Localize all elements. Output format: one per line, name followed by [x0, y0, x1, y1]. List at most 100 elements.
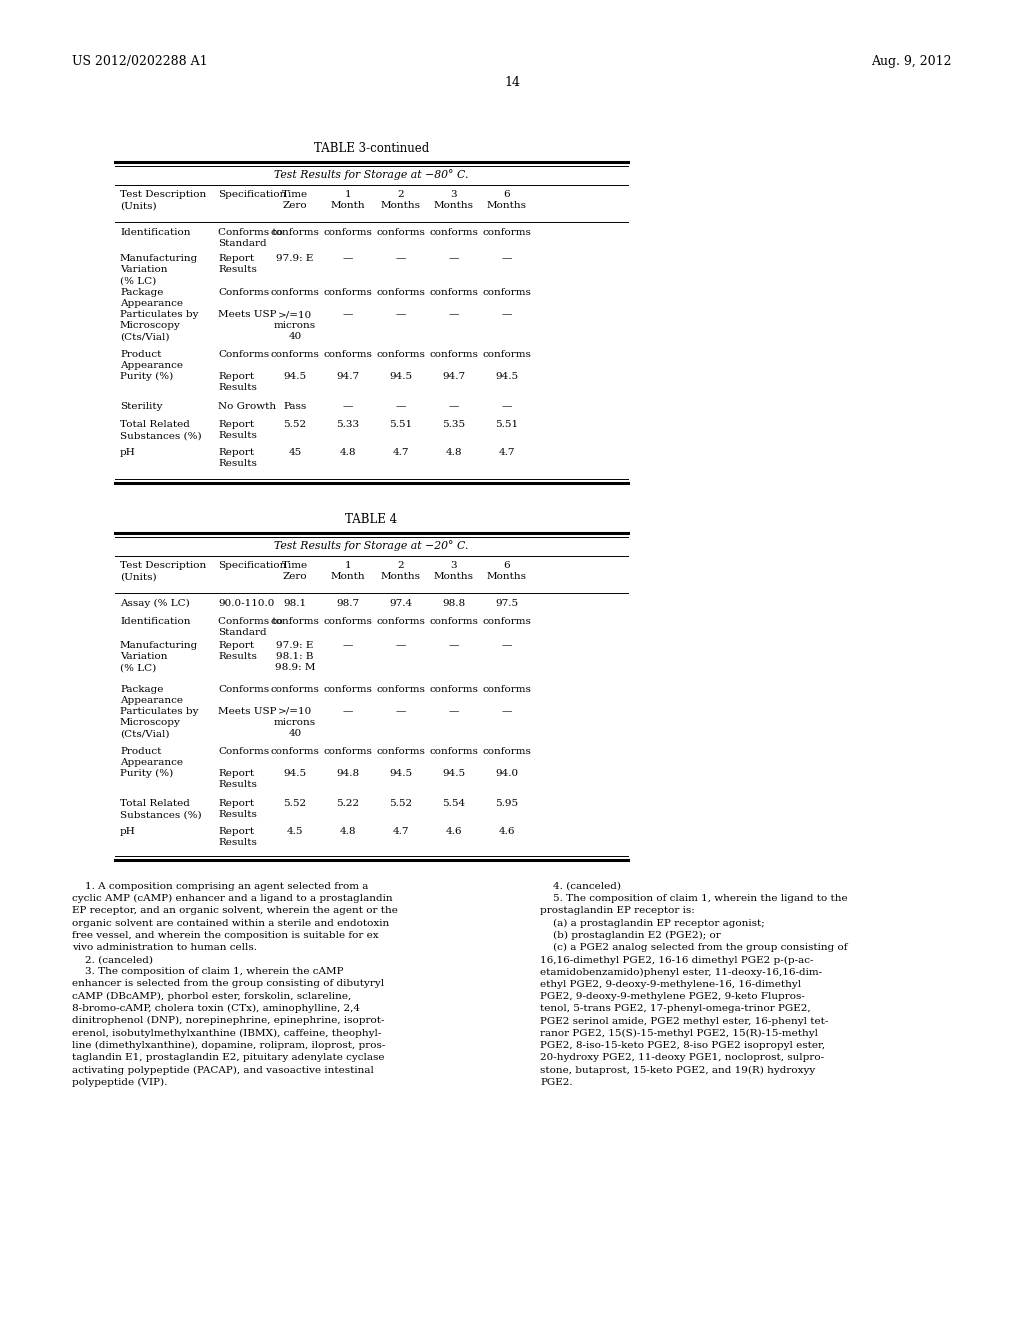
Text: conforms: conforms: [429, 747, 478, 756]
Text: 94.5: 94.5: [389, 372, 413, 381]
Text: conforms: conforms: [377, 350, 425, 359]
Text: Conforms: Conforms: [218, 350, 269, 359]
Text: conforms: conforms: [270, 350, 319, 359]
Text: —: —: [396, 253, 407, 263]
Text: conforms: conforms: [324, 747, 373, 756]
Text: conforms: conforms: [324, 228, 373, 238]
Text: Report
Results: Report Results: [218, 642, 257, 661]
Text: Report
Results: Report Results: [218, 420, 257, 440]
Text: conforms: conforms: [324, 685, 373, 694]
Text: 5.52: 5.52: [284, 420, 306, 429]
Text: conforms: conforms: [270, 288, 319, 297]
Text: 98.1: 98.1: [284, 599, 306, 609]
Text: Test Results for Storage at −20° C.: Test Results for Storage at −20° C.: [274, 540, 469, 550]
Text: conforms: conforms: [482, 228, 531, 238]
Text: conforms: conforms: [482, 350, 531, 359]
Text: Conforms to
Standard: Conforms to Standard: [218, 616, 283, 638]
Text: Manufacturing
Variation
(% LC): Manufacturing Variation (% LC): [120, 253, 199, 285]
Text: 4.5: 4.5: [287, 828, 303, 836]
Text: conforms: conforms: [482, 747, 531, 756]
Text: 94.0: 94.0: [496, 770, 518, 777]
Text: Package
Appearance: Package Appearance: [120, 685, 183, 705]
Text: conforms: conforms: [429, 288, 478, 297]
Text: conforms: conforms: [377, 228, 425, 238]
Text: Meets USP: Meets USP: [218, 310, 276, 319]
Text: 94.5: 94.5: [442, 770, 466, 777]
Text: Manufacturing
Variation
(% LC): Manufacturing Variation (% LC): [120, 642, 199, 672]
Text: 4.7: 4.7: [499, 447, 515, 457]
Text: Package
Appearance: Package Appearance: [120, 288, 183, 308]
Text: 5.52: 5.52: [284, 799, 306, 808]
Text: Test Results for Storage at −80° C.: Test Results for Storage at −80° C.: [274, 169, 469, 180]
Text: Product
Appearance: Product Appearance: [120, 747, 183, 767]
Text: 4. (canceled)
    5. The composition of claim 1, wherein the ligand to the
prost: 4. (canceled) 5. The composition of clai…: [540, 882, 848, 1086]
Text: conforms: conforms: [270, 685, 319, 694]
Text: —: —: [502, 403, 512, 411]
Text: conforms: conforms: [324, 350, 373, 359]
Text: Time
Zero: Time Zero: [282, 190, 308, 210]
Text: 14: 14: [504, 77, 520, 88]
Text: 3
Months: 3 Months: [434, 561, 474, 581]
Text: —: —: [502, 642, 512, 649]
Text: —: —: [343, 310, 353, 319]
Text: 4.6: 4.6: [499, 828, 515, 836]
Text: TABLE 3-continued: TABLE 3-continued: [314, 143, 429, 154]
Text: Particulates by
Microscopy
(Cts/Vial): Particulates by Microscopy (Cts/Vial): [120, 310, 199, 341]
Text: —: —: [449, 403, 459, 411]
Text: 97.9: E: 97.9: E: [276, 253, 313, 263]
Text: 97.5: 97.5: [496, 599, 518, 609]
Text: —: —: [343, 253, 353, 263]
Text: 97.9: E
98.1: B
98.9: M: 97.9: E 98.1: B 98.9: M: [274, 642, 315, 672]
Text: 4.7: 4.7: [393, 828, 410, 836]
Text: TABLE 4: TABLE 4: [345, 513, 397, 525]
Text: 4.6: 4.6: [445, 828, 462, 836]
Text: Purity (%): Purity (%): [120, 770, 173, 777]
Text: 2
Months: 2 Months: [381, 561, 421, 581]
Text: conforms: conforms: [377, 747, 425, 756]
Text: 5.22: 5.22: [337, 799, 359, 808]
Text: Identification: Identification: [120, 228, 190, 238]
Text: conforms: conforms: [429, 350, 478, 359]
Text: Aug. 9, 2012: Aug. 9, 2012: [871, 55, 952, 69]
Text: Particulates by
Microscopy
(Cts/Vial): Particulates by Microscopy (Cts/Vial): [120, 708, 199, 738]
Text: —: —: [449, 310, 459, 319]
Text: —: —: [396, 310, 407, 319]
Text: >/=10
microns
40: >/=10 microns 40: [274, 310, 316, 341]
Text: 1
Month: 1 Month: [331, 190, 366, 210]
Text: >/=10
microns
40: >/=10 microns 40: [274, 708, 316, 738]
Text: Product
Appearance: Product Appearance: [120, 350, 183, 370]
Text: Specification: Specification: [218, 561, 287, 570]
Text: conforms: conforms: [324, 288, 373, 297]
Text: conforms: conforms: [482, 616, 531, 626]
Text: 1. A composition comprising an agent selected from a
cyclic AMP (cAMP) enhancer : 1. A composition comprising an agent sel…: [72, 882, 398, 1086]
Text: 94.5: 94.5: [389, 770, 413, 777]
Text: Total Related
Substances (%): Total Related Substances (%): [120, 799, 202, 820]
Text: —: —: [502, 708, 512, 715]
Text: 5.51: 5.51: [496, 420, 518, 429]
Text: Specification: Specification: [218, 190, 287, 199]
Text: conforms: conforms: [377, 685, 425, 694]
Text: —: —: [343, 403, 353, 411]
Text: Report
Results: Report Results: [218, 447, 257, 469]
Text: 45: 45: [289, 447, 302, 457]
Text: 97.4: 97.4: [389, 599, 413, 609]
Text: —: —: [343, 642, 353, 649]
Text: Sterility: Sterility: [120, 403, 163, 411]
Text: 6
Months: 6 Months: [487, 190, 527, 210]
Text: Test Description
(Units): Test Description (Units): [120, 190, 206, 210]
Text: Pass: Pass: [284, 403, 306, 411]
Text: 3
Months: 3 Months: [434, 190, 474, 210]
Text: conforms: conforms: [429, 685, 478, 694]
Text: 2
Months: 2 Months: [381, 190, 421, 210]
Text: Conforms to
Standard: Conforms to Standard: [218, 228, 283, 248]
Text: 4.8: 4.8: [340, 828, 356, 836]
Text: 94.8: 94.8: [337, 770, 359, 777]
Text: Purity (%): Purity (%): [120, 372, 173, 381]
Text: —: —: [396, 708, 407, 715]
Text: conforms: conforms: [270, 616, 319, 626]
Text: 5.52: 5.52: [389, 799, 413, 808]
Text: 4.8: 4.8: [445, 447, 462, 457]
Text: 1
Month: 1 Month: [331, 561, 366, 581]
Text: 90.0-110.0: 90.0-110.0: [218, 599, 274, 609]
Text: 94.5: 94.5: [496, 372, 518, 381]
